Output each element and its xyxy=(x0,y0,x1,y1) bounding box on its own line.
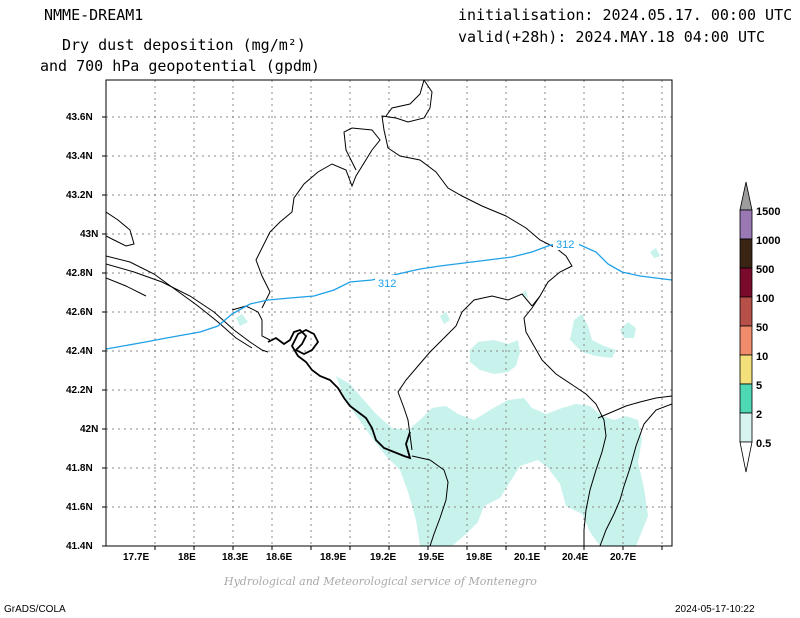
colorbar-label-500: 500 xyxy=(756,264,774,276)
border-montenegro-albania xyxy=(397,293,533,451)
colorbar-label-1000: 1000 xyxy=(756,235,780,247)
dust-patch-east xyxy=(570,314,616,358)
border-peljesac xyxy=(106,277,147,297)
dust-patch-small4 xyxy=(522,290,528,298)
lat-label-43: 43N xyxy=(80,229,98,240)
lon-label-18.9: 18.9E xyxy=(320,552,346,563)
contour-label-bg-1 xyxy=(375,275,403,289)
contour-label-bg-2 xyxy=(553,236,579,250)
colorbar-2-5 xyxy=(739,383,753,414)
border-ne xyxy=(599,403,672,546)
lon-label-19.8: 19.8E xyxy=(466,552,492,563)
axis-ticks xyxy=(102,116,663,550)
lat-label-41.6: 41.6N xyxy=(66,502,93,513)
border-bosnia-coast-b xyxy=(106,263,269,353)
colorbar-10-50 xyxy=(739,325,753,356)
lat-label-43.4: 43.4N xyxy=(66,151,93,162)
contour-label-1: 312 xyxy=(378,278,396,290)
lat-label-41.8: 41.8N xyxy=(66,463,93,474)
colorbar-label-10: 10 xyxy=(756,351,768,363)
lon-label-19.2: 19.2E xyxy=(370,552,396,563)
dust-patch-small1 xyxy=(440,312,450,324)
dust-patch-small3 xyxy=(650,248,660,258)
dust-deposition-shading xyxy=(236,248,660,546)
border-albania-north xyxy=(385,80,425,117)
dust-patch-small2 xyxy=(236,314,248,326)
lon-label-18.6: 18.6E xyxy=(266,552,292,563)
lon-label-20.7: 20.7E xyxy=(610,552,636,563)
colorbar: 1500 1000 500 100 50 10 5 2 0.5 xyxy=(739,181,780,473)
credit-line: Hydrological and Meteorological service … xyxy=(224,575,537,588)
colorbar-label-1500: 1500 xyxy=(756,206,780,218)
colorbar-50-100 xyxy=(739,296,753,327)
geopotential-contour-312 xyxy=(106,241,672,350)
model-name: NMME-DREAM1 xyxy=(44,6,144,24)
border-montenegro-inland xyxy=(255,127,381,309)
lat-label-42.6: 42.6N xyxy=(66,307,93,318)
border-north xyxy=(381,80,607,546)
colorbar-label-2: 2 xyxy=(756,409,762,421)
country-borders xyxy=(106,80,672,546)
lat-label-42.4: 42.4N xyxy=(66,346,93,357)
colorbar-100-500 xyxy=(739,267,753,298)
lon-label-20.4: 20.4E xyxy=(562,552,588,563)
border-bosnia-coast-a xyxy=(106,211,135,247)
border-bosnia-coast-c xyxy=(106,255,253,349)
latitude-labels: 41.4N 41.6N 41.8N 42N 42.2N 42.4N 42.6N … xyxy=(66,112,98,552)
colorbar-label-100: 100 xyxy=(756,293,774,305)
lat-label-42.2: 42.2N xyxy=(66,385,93,396)
initialisation-time: initialisation: 2024.05.17. 00:00 UTC xyxy=(458,6,793,24)
lon-label-19.5: 19.5E xyxy=(418,552,444,563)
lat-label-43.2: 43.2N xyxy=(66,190,93,201)
lon-label-18: 18E xyxy=(178,552,196,563)
render-timestamp: 2024-05-17-10:22 xyxy=(675,604,755,615)
lat-label-42.8: 42.8N xyxy=(66,268,93,279)
colorbar-1000-1500 xyxy=(739,209,753,240)
dust-patch-east2 xyxy=(620,322,636,338)
colorbar-label-50: 50 xyxy=(756,322,768,334)
longitude-labels: 17.7E 18E 18.3E 18.6E 18.9E 19.2E 19.5E … xyxy=(123,552,636,563)
valid-time: valid(+28h): 2024.MAY.18 04:00 UTC xyxy=(458,28,766,46)
colorbar-label-0.5: 0.5 xyxy=(756,438,771,450)
colorbar-bottom-triangle xyxy=(739,441,753,473)
chart-title-line1: Dry dust deposition (mg/m²) xyxy=(62,36,306,54)
lon-label-17.7: 17.7E xyxy=(123,552,149,563)
contour-label-2: 312 xyxy=(556,239,574,251)
colorbar-500-1000 xyxy=(739,238,753,269)
lat-label-41.4: 41.4N xyxy=(66,541,93,552)
border-dubrovnik xyxy=(231,305,271,341)
dust-patch-center xyxy=(470,340,520,374)
colorbar-0.5-2 xyxy=(739,412,753,443)
lat-label-42: 42N xyxy=(80,424,98,435)
software-label: GrADS/COLA xyxy=(4,604,66,615)
border-albania-coast xyxy=(411,455,449,546)
colorbar-top-triangle xyxy=(739,181,753,211)
lon-label-18.3: 18.3E xyxy=(222,552,248,563)
lon-label-20.1: 20.1E xyxy=(514,552,540,563)
colorbar-label-5: 5 xyxy=(756,380,762,392)
chart-title-line2: and 700 hPa geopotential (gpdm) xyxy=(40,57,320,75)
dust-patch-main xyxy=(336,376,648,546)
montenegro-coastline xyxy=(267,328,412,460)
lat-label-43.6: 43.6N xyxy=(66,112,93,123)
border-kosovo xyxy=(531,295,541,307)
border-macedonia xyxy=(597,395,672,419)
map-plot-area: 312 312 xyxy=(106,80,672,546)
colorbar-5-10 xyxy=(739,354,753,385)
